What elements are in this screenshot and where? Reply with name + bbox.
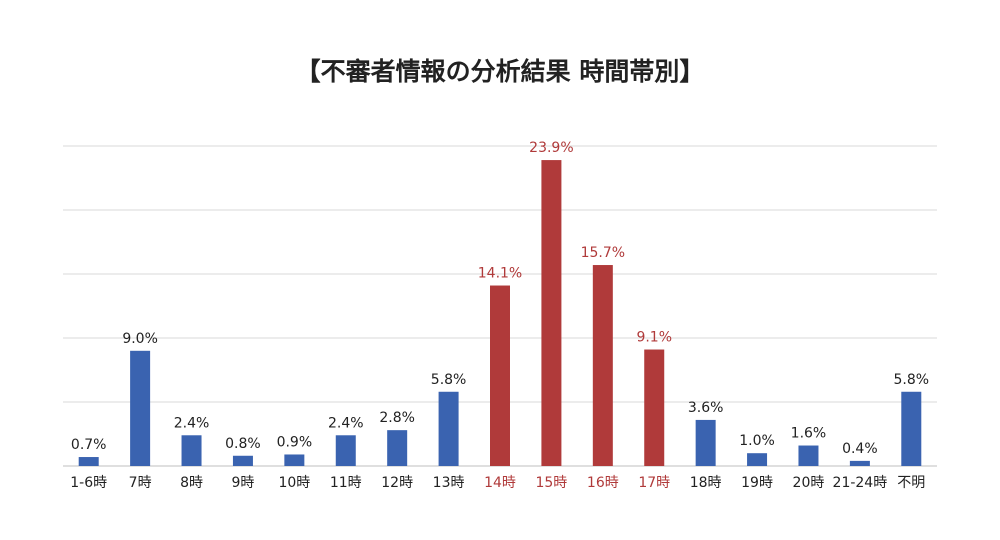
x-tick-label: 11時 [330,475,362,491]
x-tick-label: 1-6時 [70,475,107,491]
bar [541,160,562,466]
bar [695,419,716,466]
bar [181,435,202,466]
bar [901,391,922,466]
data-label: 1.0% [739,433,775,449]
x-tick-label: 8時 [180,475,203,491]
bar [130,350,151,466]
x-tick-label: 17時 [638,475,670,491]
data-label: 5.8% [431,372,467,388]
bar [335,435,356,466]
bar [644,349,665,466]
bar [592,265,613,466]
x-tick-label: 9時 [231,475,254,491]
x-tick-label: 12時 [381,475,413,491]
data-label: 3.6% [688,400,724,416]
data-label: 5.8% [894,372,930,388]
bar [747,453,768,466]
bars-layer [78,160,922,466]
data-label: 0.8% [225,436,261,452]
x-tick-label: 10時 [278,475,310,491]
data-label: 0.9% [277,434,313,450]
data-label: 2.4% [328,415,364,431]
bar [284,454,305,466]
data-label: 1.6% [791,426,827,442]
bar [78,457,99,466]
bar [387,430,408,466]
value-labels-layer: 0.7% 9.0% 2.4% 0.8% 0.9% 2.4% 2.8% 5.8% 14.1% 23.… [71,140,929,457]
bar [490,285,510,466]
chart-title: 【不審者情報の分析結果 時間帯別】 [295,57,705,86]
x-tick-label: 不明 [897,475,925,491]
data-label: 15.7% [581,245,625,261]
x-tick-label: 19時 [741,475,773,491]
x-tick-label: 13時 [433,475,465,491]
x-tick-label: 21-24時 [833,475,888,491]
x-tick-label: 16時 [587,475,619,491]
bar [232,455,253,466]
data-label: 9.1% [636,330,672,346]
data-label: 2.8% [379,410,415,426]
x-tick-label: 15時 [535,475,567,491]
data-label: 0.4% [842,441,878,457]
bar [798,445,819,466]
x-tick-label: 20時 [793,475,825,491]
data-label: 14.1% [478,266,522,282]
bar [438,391,459,466]
bar [849,460,870,466]
x-tick-label: 14時 [484,475,516,491]
x-tick-label: 7時 [129,475,152,491]
data-label: 2.4% [174,415,210,431]
data-label: 9.0% [122,331,158,347]
data-label: 23.9% [529,140,573,156]
x-tick-label: 18時 [690,475,722,491]
x-ticks-layer: 1-6時 7時 8時 9時 10時 11時 12時 13時 14時 15時 16時 17時 18時 19時… [70,475,925,491]
data-label: 0.7% [71,437,107,453]
